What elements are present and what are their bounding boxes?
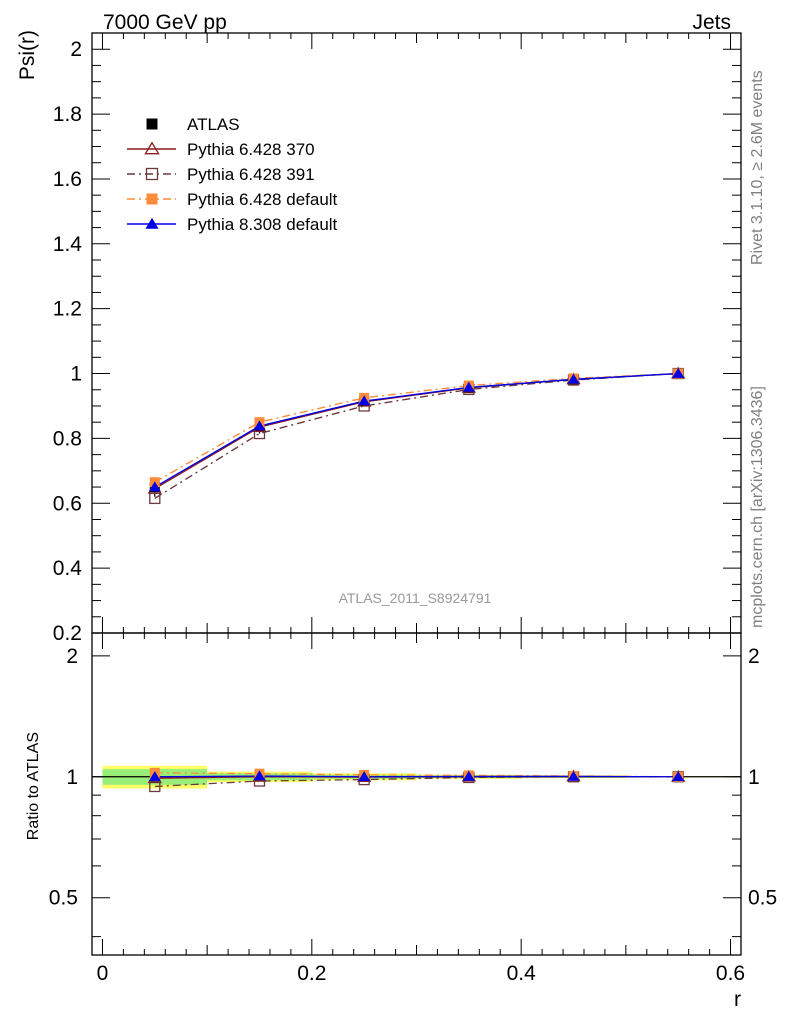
- ratio-data-point: [672, 771, 685, 782]
- x-axis-label: r: [734, 988, 741, 1011]
- main-y-tick-label: 0.2: [53, 622, 82, 645]
- ratio-series-line: [154, 775, 679, 778]
- main-data-point: [672, 367, 685, 378]
- main-y-tick-label: 1: [70, 363, 82, 386]
- main-y-tick-label: 1.6: [53, 168, 82, 191]
- main-data-point: [149, 492, 161, 505]
- mcplots-label: mcplots.cern.ch [arXiv:1306.3436]: [749, 386, 766, 628]
- ratio-plot-frame: [91, 632, 742, 956]
- main-data-point: [358, 395, 371, 406]
- ratio-data-point: [462, 770, 475, 781]
- main-y-tick-label: 1.8: [53, 103, 82, 126]
- x-tick-label: 0.6: [716, 962, 745, 985]
- main-y-tick-label: 0.4: [53, 557, 83, 580]
- legend-marker: [146, 193, 158, 205]
- ratio-y-tick-label-right: 0.5: [748, 887, 777, 910]
- legend-entry-label: ATLAS: [187, 115, 240, 134]
- main-series-line: [154, 372, 679, 500]
- main-y-axis-label: Psi(r): [16, 30, 39, 80]
- header-right: Jets: [692, 11, 731, 34]
- main-y-tick-label: 1.4: [53, 233, 83, 256]
- main-y-tick-label: 2: [70, 38, 82, 61]
- ratio-data-point: [253, 770, 266, 781]
- main-series-line: [154, 372, 679, 483]
- main-data-point: [148, 481, 161, 492]
- main-y-tick-label: 1.2: [53, 298, 82, 321]
- main-data-point: [567, 373, 580, 384]
- legend-marker: [144, 141, 160, 155]
- main-data-point: [253, 420, 266, 431]
- analysis-watermark: ATLAS_2011_S8924791: [339, 590, 492, 606]
- legend-entry-label: Pythia 8.308 default: [187, 215, 338, 234]
- x-tick-label: 0: [97, 962, 109, 985]
- legend-marker: [146, 118, 158, 130]
- main-y-tick-label: 0.8: [53, 427, 82, 450]
- main-data-point: [462, 381, 475, 392]
- legend-entry-label: Pythia 6.428 default: [187, 190, 338, 209]
- ratio-y-tick-label-right: 2: [748, 645, 760, 668]
- ratio-data-point: [567, 770, 580, 781]
- legend-marker: [145, 217, 159, 229]
- ratio-data-point: [148, 771, 161, 782]
- header-left: 7000 GeV pp: [103, 11, 227, 34]
- ratio-data-point: [149, 780, 161, 793]
- ratio-y-tick-label: 0.5: [49, 887, 78, 910]
- rivet-version-label: Rivet 3.1.10, ≥ 2.6M events: [749, 70, 766, 265]
- legend-entry-label: Pythia 6.428 391: [187, 165, 315, 184]
- ratio-y-tick-label: 2: [66, 645, 78, 668]
- legend: ATLAS Pythia 6.428 370 Pythia 6.428 391 Pyt…: [127, 115, 338, 234]
- ratio-y-tick-label-right: 1: [748, 766, 760, 789]
- legend-marker: [145, 167, 159, 181]
- ratio-y-axis-label: Ratio to ATLAS: [25, 732, 42, 840]
- main-series-line: [154, 372, 679, 490]
- ratio-data-point: [358, 771, 371, 782]
- x-tick-label: 0.2: [297, 962, 326, 985]
- main-series-line: [154, 372, 679, 488]
- legend-entry-label: Pythia 6.428 370: [187, 140, 315, 159]
- x-tick-label: 0.4: [507, 962, 537, 985]
- main-y-tick-label: 0.6: [53, 492, 82, 515]
- main-panel: 0.2 0.4 0.6 0.8 1 1.2 1.4 1.6 1.8 2: [53, 32, 742, 645]
- ratio-y-tick-label: 1: [66, 766, 78, 789]
- ratio-panel: 0 0.2 0.4 0.6 0.5 0.5 1 1 2 2: [49, 632, 777, 985]
